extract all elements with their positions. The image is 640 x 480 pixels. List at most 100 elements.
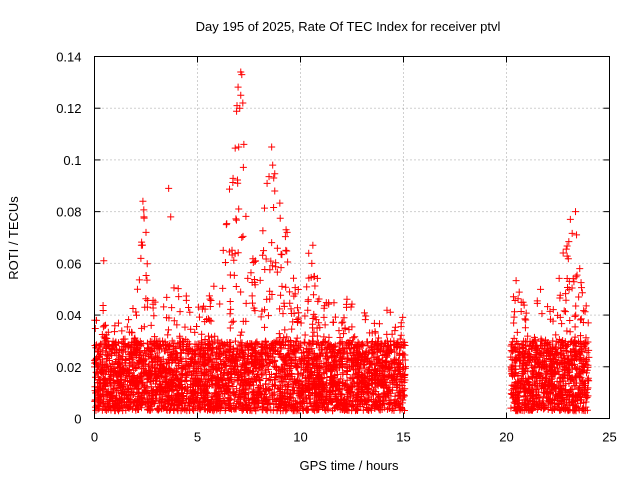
data-point [552,392,560,400]
data-point [304,306,312,314]
data-point [123,323,131,331]
y-tick-label: 0 [74,412,81,427]
data-point [266,347,274,355]
data-point [328,367,336,375]
data-point [213,366,221,374]
data-point [239,353,247,361]
data-point [562,296,570,304]
data-point [565,286,573,294]
data-point [572,407,580,415]
data-point [215,353,223,361]
data-point [554,311,562,319]
data-point [558,320,566,328]
data-point [242,317,250,325]
data-point [277,345,285,353]
data-point [156,341,164,349]
data-point [305,249,313,257]
data-point [248,292,256,300]
data-point [523,358,531,366]
data-point [334,386,342,394]
data-point [184,350,192,358]
data-point [383,405,391,413]
data-point [278,366,286,374]
data-point [192,323,200,331]
data-point [200,397,208,405]
data-point [334,350,342,358]
data-point [583,366,591,374]
data-point [383,346,391,354]
data-point [361,382,369,390]
data-point [144,351,152,359]
data-point [153,349,161,357]
data-point [232,350,240,358]
data-point [201,386,209,394]
data-point [92,406,100,414]
data-point [562,245,570,253]
data-point [292,353,300,361]
data-point [519,298,527,306]
data-point [195,404,203,412]
data-point [551,346,559,354]
data-point [213,382,221,390]
data-point [283,228,291,236]
data-point [345,340,353,348]
data-point [324,339,332,347]
data-point [337,375,345,383]
data-point [170,284,178,292]
data-point [312,316,320,324]
data-point [353,406,361,414]
data-point [221,390,229,398]
data-point [204,344,212,352]
data-point [579,363,587,371]
data-point [239,360,247,368]
data-point [522,364,530,372]
data-point [508,366,516,374]
data-point [548,372,556,380]
data-point [540,356,548,364]
data-point [578,289,586,297]
data-point [514,407,522,415]
data-point [348,382,356,390]
data-point [186,399,194,407]
data-point [282,246,290,254]
data-point [211,395,219,403]
data-point [521,324,529,332]
data-point [147,391,155,399]
data-point [512,338,520,346]
data-point [271,170,279,178]
data-point [137,372,145,380]
data-point [91,324,99,332]
data-point [363,405,371,413]
data-point [204,389,212,397]
data-point [557,351,565,359]
data-point [376,401,384,409]
data-point [519,356,527,364]
data-point [167,377,175,385]
data-point [273,268,281,276]
data-point [545,379,553,387]
data-point [561,386,569,394]
data-point [347,345,355,353]
data-point [551,384,559,392]
data-point [142,228,150,236]
data-point [178,363,186,371]
data-point [190,359,198,367]
data-point [140,323,148,331]
data-point [252,257,260,265]
data-point [164,326,172,334]
data-point [168,351,176,359]
data-point [100,257,108,265]
y-tick-label: 0.06 [56,256,81,271]
data-point [535,372,543,380]
data-point [331,403,339,411]
data-point [321,387,329,395]
data-point [518,343,526,351]
data-point [132,401,140,409]
data-point [543,339,551,347]
data-point [191,347,199,355]
data-point [268,239,276,247]
data-point [186,308,194,316]
data-point [391,367,399,375]
data-point [225,248,233,256]
